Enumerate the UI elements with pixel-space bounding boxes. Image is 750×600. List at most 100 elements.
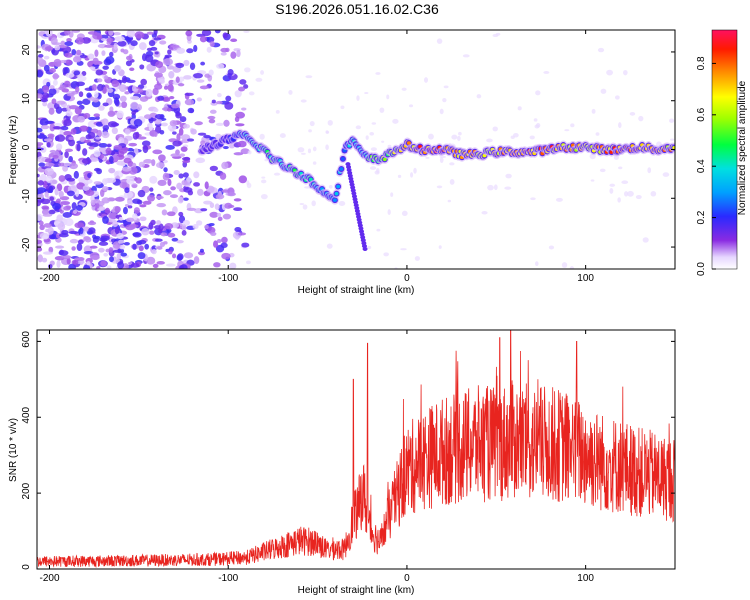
spectrogram-cell bbox=[89, 245, 98, 249]
spectrogram-cell bbox=[153, 30, 158, 36]
y-tick-label: 10 bbox=[21, 93, 32, 105]
x-tick-label: -100 bbox=[218, 273, 238, 284]
spectrogram-cell bbox=[156, 220, 161, 226]
spectrogram-cell bbox=[64, 218, 74, 227]
spectrogram-cell bbox=[158, 154, 166, 162]
spectrogram-cell bbox=[181, 179, 188, 186]
spectrogram-cell bbox=[64, 80, 71, 88]
spectrogram-cell bbox=[150, 46, 158, 51]
spectrogram-cell bbox=[48, 88, 57, 96]
spectrogram-cell bbox=[64, 41, 74, 47]
snr-series-line bbox=[36, 329, 676, 569]
spectrogram-cell bbox=[69, 163, 79, 170]
spectrogram-cell bbox=[309, 120, 315, 127]
spectrogram-cell bbox=[71, 30, 81, 33]
spectrogram-cell bbox=[170, 186, 176, 191]
spectrogram-cell bbox=[216, 212, 222, 217]
spectrogram-cell bbox=[98, 241, 109, 246]
spectrogram-cell bbox=[133, 118, 143, 127]
spectrogram-y-axis-label: Frequency (Hz) bbox=[8, 116, 19, 185]
spectrogram-cell bbox=[204, 181, 209, 190]
spectrogram-cell bbox=[492, 126, 498, 132]
snr-y-axis-label: SNR (10 * v/v) bbox=[8, 418, 19, 482]
spectrogram-cell bbox=[53, 126, 62, 130]
spectrogram-cell bbox=[203, 200, 213, 205]
spectrogram-cell bbox=[125, 175, 136, 180]
colorbar-tick-label: 0.2 bbox=[696, 210, 707, 224]
spectrogram-cell bbox=[147, 194, 156, 202]
spectrogram-cell bbox=[161, 122, 168, 127]
spectrogram-cell bbox=[609, 183, 616, 187]
spectrogram-cell bbox=[41, 205, 50, 210]
spectrogram-cell bbox=[37, 132, 41, 136]
spectrogram-cell bbox=[493, 184, 498, 191]
spectrogram-cell bbox=[127, 205, 133, 209]
spectrogram-cell bbox=[504, 186, 512, 190]
spectrogram-cell bbox=[68, 105, 79, 110]
spectrogram-cell bbox=[107, 88, 114, 93]
spectrogram-cell bbox=[261, 176, 266, 179]
spectrogram-cell bbox=[183, 123, 190, 129]
spectrogram-cell bbox=[236, 49, 241, 58]
spectrogram-cell bbox=[410, 172, 414, 178]
spectrogram-cell bbox=[186, 138, 195, 142]
spectrogram-cell bbox=[199, 85, 209, 90]
spectrogram-cell bbox=[223, 119, 230, 127]
spectrogram-cell bbox=[93, 198, 101, 204]
spectrogram-cell bbox=[213, 262, 221, 268]
spectrogram-cell bbox=[68, 155, 73, 163]
spectrogram-cell bbox=[37, 199, 41, 207]
spectrogram-cell bbox=[112, 249, 123, 253]
spectrogram-cell bbox=[116, 233, 125, 240]
spectrogram-cell bbox=[121, 75, 128, 84]
spectrogram-cell bbox=[120, 101, 128, 109]
spectrogram-cell bbox=[163, 190, 172, 196]
spectrogram-cell bbox=[311, 200, 316, 207]
spectrogram-cell bbox=[83, 112, 91, 119]
spectrogram-cell bbox=[94, 91, 99, 98]
spectrogram-cell bbox=[166, 211, 176, 217]
spectrogram-cell bbox=[63, 162, 71, 167]
spectrogram-cell bbox=[476, 94, 482, 99]
colorbar-ticks: 0.0 0.2 0.4 0.6 0.8 bbox=[696, 56, 716, 276]
spectrogram-cell bbox=[43, 223, 52, 228]
spectrogram-cell bbox=[73, 70, 81, 76]
spectrogram-cell bbox=[72, 209, 78, 215]
spectrogram-cell bbox=[65, 59, 73, 66]
spectrogram-cell bbox=[108, 247, 114, 253]
spectrogram-cell bbox=[123, 241, 130, 246]
spectrogram-cell bbox=[154, 51, 159, 55]
spectrogram-cell bbox=[383, 252, 389, 257]
spectrogram-cell bbox=[436, 38, 443, 44]
spectrogram-cell bbox=[138, 245, 144, 252]
spectrogram-cell bbox=[181, 224, 187, 231]
spectrogram-cell bbox=[390, 192, 394, 197]
spectrogram-cell bbox=[200, 208, 208, 212]
spectrogram-cell bbox=[131, 184, 138, 189]
spectrogram-cell bbox=[88, 146, 95, 150]
spectrogram-cell bbox=[98, 247, 105, 253]
spectrogram-cell bbox=[155, 195, 164, 200]
spectrogram-cell bbox=[62, 164, 69, 172]
spectrogram-cell bbox=[113, 144, 123, 150]
spectrogram-cell bbox=[65, 72, 75, 78]
y-tick-label: 20 bbox=[21, 44, 32, 56]
spectrogram-cell bbox=[71, 48, 77, 56]
spectrogram-cell bbox=[48, 107, 55, 115]
spectrogram-cell bbox=[94, 49, 99, 57]
spectrogram-cell bbox=[555, 197, 563, 202]
spectrogram-cell bbox=[69, 238, 79, 244]
spectrogram-cell bbox=[37, 56, 43, 64]
spectrogram-cell bbox=[57, 222, 66, 231]
spectrogram-cell bbox=[227, 69, 234, 76]
spectrogram-cell bbox=[168, 250, 173, 255]
spectrogram-cell bbox=[235, 123, 245, 127]
spectrogram-cell bbox=[156, 202, 167, 208]
spectrogram-cell bbox=[75, 86, 80, 93]
spectrogram-cell bbox=[193, 182, 200, 187]
spectrogram-cell bbox=[62, 67, 68, 75]
spectrogram-cell bbox=[308, 177, 313, 182]
spectrogram-cell bbox=[149, 187, 154, 192]
spectrogram-cell bbox=[111, 80, 120, 88]
spectrogram-cell bbox=[275, 110, 280, 114]
